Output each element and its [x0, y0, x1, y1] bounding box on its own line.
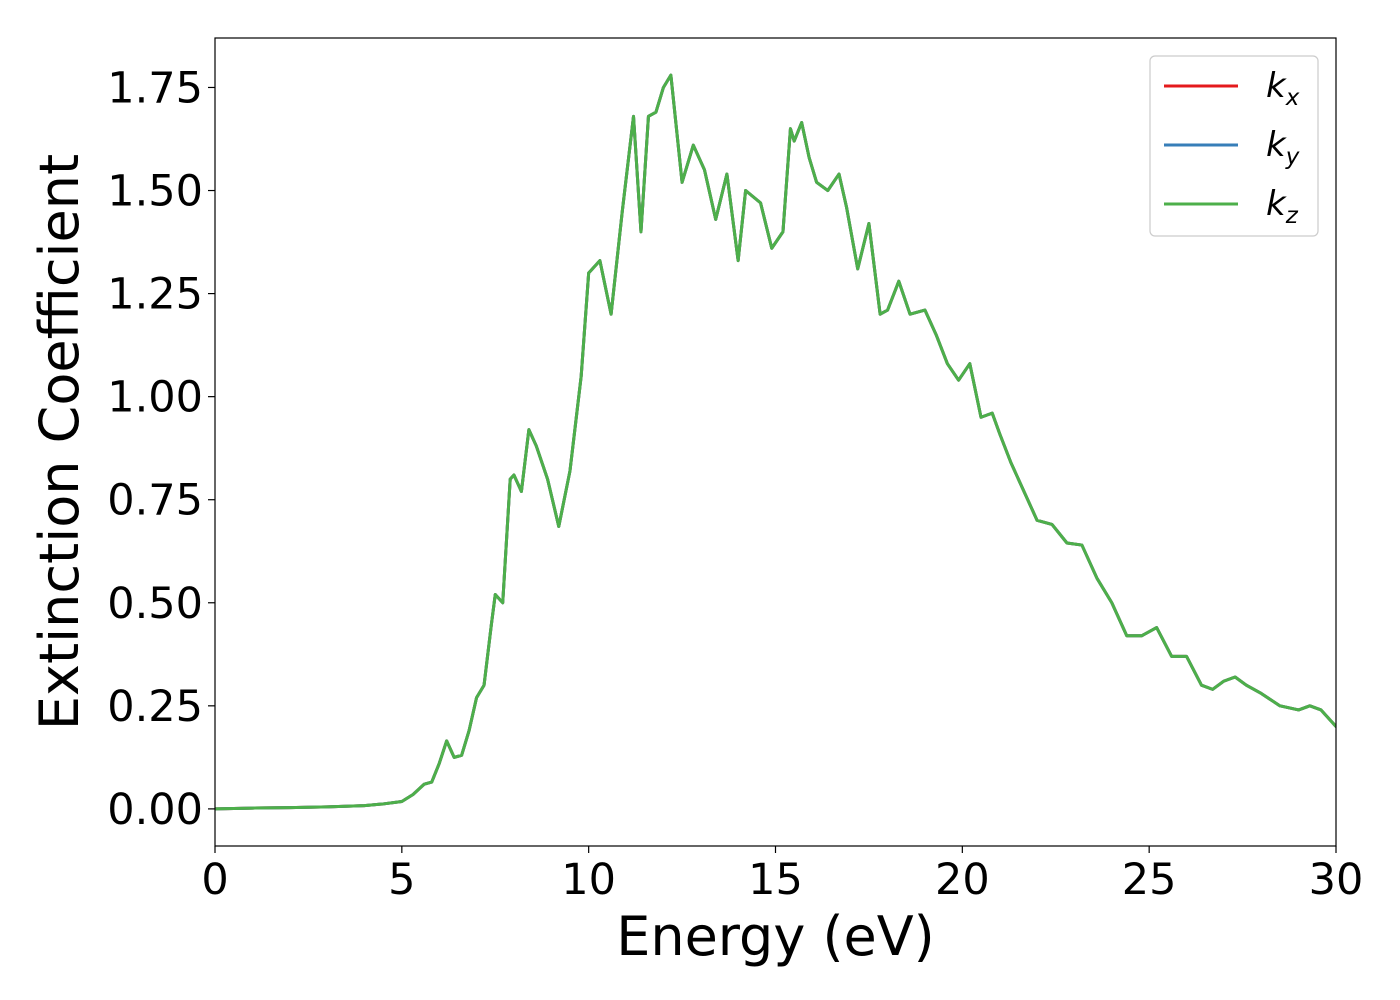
x-tick-label: 10: [561, 855, 616, 905]
x-tick-label: 30: [1309, 855, 1364, 905]
legend-label: ky: [1266, 125, 1300, 170]
y-tick-label: 1.25: [107, 270, 203, 320]
y-tick-label: 0.00: [107, 785, 203, 835]
y-tick-label: 0.25: [107, 682, 203, 732]
y-tick-label: 0.75: [107, 476, 203, 526]
legend: kx ky kz: [1149, 55, 1319, 237]
series-line-kz: [215, 73, 1336, 811]
y-tick-label: 0.50: [107, 579, 203, 629]
y-tick-label: 1.50: [107, 167, 203, 217]
y-tick-label: 1.00: [107, 373, 203, 423]
y-tick-label: 1.75: [107, 63, 203, 113]
x-tick-label: 25: [1122, 855, 1177, 905]
x-tick-label: 0: [201, 855, 228, 905]
x-tick-label: 20: [935, 855, 990, 905]
ticks-layer: 0 5 10 15 20 25 30 0.00 0.25 0.50 0.75 1.00 1.25 1.50…: [107, 63, 1363, 905]
series-layer: [215, 73, 1336, 811]
x-tick-label: 15: [748, 855, 803, 905]
x-axis-label: Energy (eV): [616, 905, 935, 968]
legend-label: kz: [1266, 184, 1299, 229]
y-axis-label: Extinction Coefficient: [28, 154, 91, 730]
legend-label: kx: [1266, 66, 1300, 111]
x-tick-label: 5: [388, 855, 415, 905]
